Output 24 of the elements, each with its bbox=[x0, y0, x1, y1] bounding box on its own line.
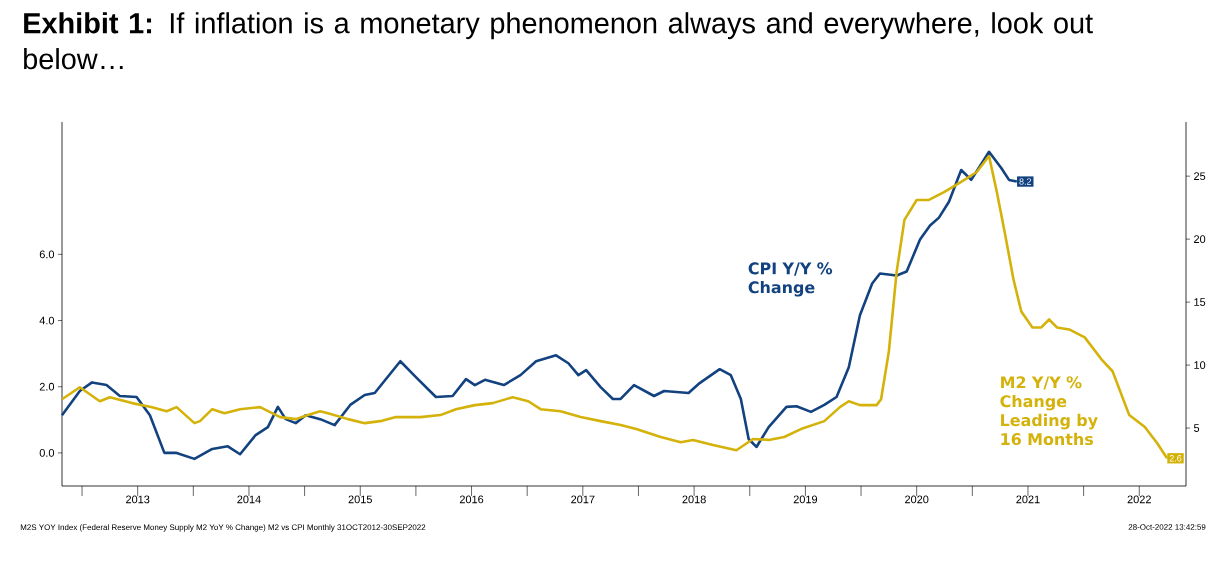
y-tick-label: 0.0 bbox=[39, 449, 55, 457]
text: CPI Y/Y % Change bbox=[748, 262, 833, 297]
x-tick-label: 2019 bbox=[793, 495, 818, 504]
y2-tick-label: 25 bbox=[1194, 172, 1206, 181]
x-tick-label: 2013 bbox=[126, 495, 150, 504]
y2-tick-label: 15 bbox=[1194, 298, 1206, 306]
y2-tick-label: 5 bbox=[1193, 424, 1200, 432]
x-tick-label: 2017 bbox=[571, 495, 595, 504]
x-tick-label: 2022 bbox=[1127, 495, 1151, 504]
x-tick-label: 2014 bbox=[237, 495, 261, 504]
series-label: M2 Y/Y % Change Leading by 16 Months bbox=[1000, 376, 1098, 446]
y-tick-label: 2.0 bbox=[39, 382, 55, 391]
x-tick-label: 2020 bbox=[905, 495, 929, 504]
chart-title: Exhibit 1: If inflation is a monetary phenomenon always and everywhere, look out below… bbox=[24, 12, 1093, 70]
x-tick-label: 2021 bbox=[1016, 495, 1040, 504]
y2-tick-label: 20 bbox=[1194, 235, 1206, 244]
x-tick-label: 2015 bbox=[348, 495, 372, 504]
y-tick-label: 6.0 bbox=[39, 250, 55, 259]
x-tick-label: 2016 bbox=[459, 495, 484, 504]
y-tick-label: 4.0 bbox=[39, 316, 55, 325]
data-label: 2.6 bbox=[1169, 455, 1182, 462]
data-label: 8.2 bbox=[1019, 178, 1032, 185]
y2-tick-label: 10 bbox=[1194, 361, 1206, 369]
x-tick-label: 2018 bbox=[682, 495, 706, 504]
